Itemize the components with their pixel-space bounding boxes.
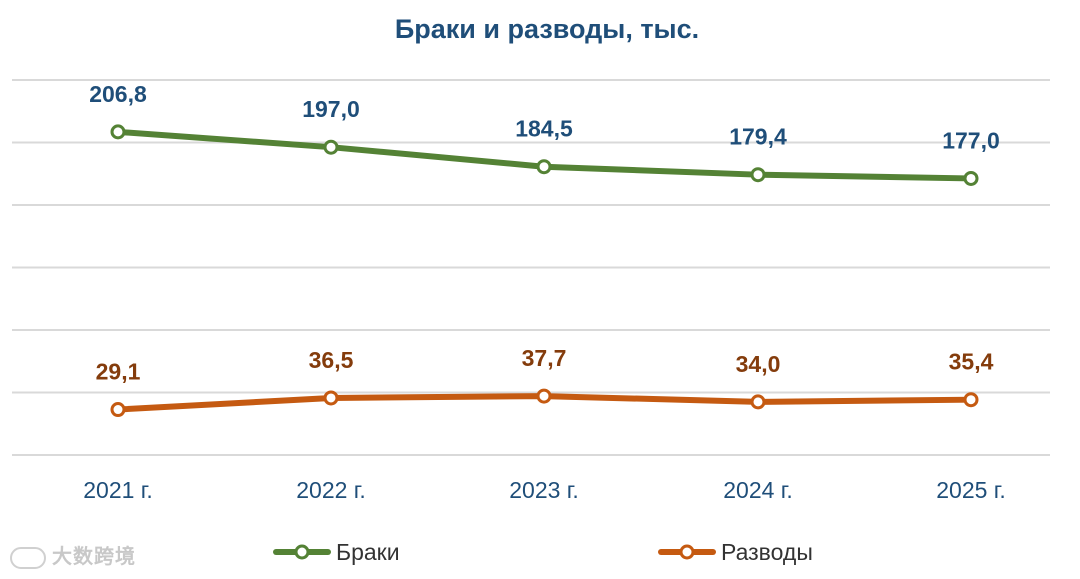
data-point xyxy=(110,124,126,140)
legend-label: Браки xyxy=(336,539,400,565)
x-tick-label: 2024 г. xyxy=(723,477,793,503)
data-label: 177,0 xyxy=(942,127,1000,153)
watermark-text: 大数跨境 xyxy=(52,546,136,568)
data-label: 197,0 xyxy=(302,96,360,122)
watermark: 大数跨境 xyxy=(10,540,136,569)
data-label: 34,0 xyxy=(736,351,781,377)
watermark-logo-icon xyxy=(10,546,46,569)
data-label: 36,5 xyxy=(309,347,354,373)
x-tick-label: 2021 г. xyxy=(83,477,153,503)
series-razvody: 29,1 36,5 37,7 34,0 35,4 xyxy=(96,345,994,418)
x-tick-label: 2025 г. xyxy=(936,477,1006,503)
gridlines xyxy=(12,79,1050,456)
data-label: 35,4 xyxy=(949,349,994,375)
series-group: 206,8 197,0 184,5 179,4 177,0 29,1 36,5 37,7 34,… xyxy=(89,81,1000,418)
data-label: 184,5 xyxy=(515,116,573,142)
legend-label: Разводы xyxy=(721,539,813,565)
legend-marker xyxy=(679,544,695,560)
data-point xyxy=(536,159,552,175)
data-point xyxy=(750,394,766,410)
data-label: 206,8 xyxy=(89,81,147,107)
data-point xyxy=(323,139,339,155)
data-point xyxy=(963,170,979,186)
data-point xyxy=(963,392,979,408)
x-tick-label: 2023 г. xyxy=(509,477,579,503)
data-label: 179,4 xyxy=(729,124,787,150)
legend-item: Браки xyxy=(273,539,400,565)
x-tick-label: 2022 г. xyxy=(296,477,366,503)
data-point xyxy=(323,390,339,406)
data-label: 37,7 xyxy=(522,345,567,371)
x-axis-ticks: 2021 г. 2022 г. 2023 г. 2024 г. 2025 г. xyxy=(83,477,1006,503)
data-point xyxy=(750,167,766,183)
legend-marker xyxy=(294,544,310,560)
data-point xyxy=(110,402,126,418)
data-point xyxy=(536,388,552,404)
series-braki: 206,8 197,0 184,5 179,4 177,0 xyxy=(89,81,1000,186)
chart-title: Браки и разводы, тыс. xyxy=(395,14,699,44)
data-label: 29,1 xyxy=(96,359,141,385)
legend: Браки Разводы xyxy=(273,539,813,565)
legend-item: Разводы xyxy=(658,539,813,565)
